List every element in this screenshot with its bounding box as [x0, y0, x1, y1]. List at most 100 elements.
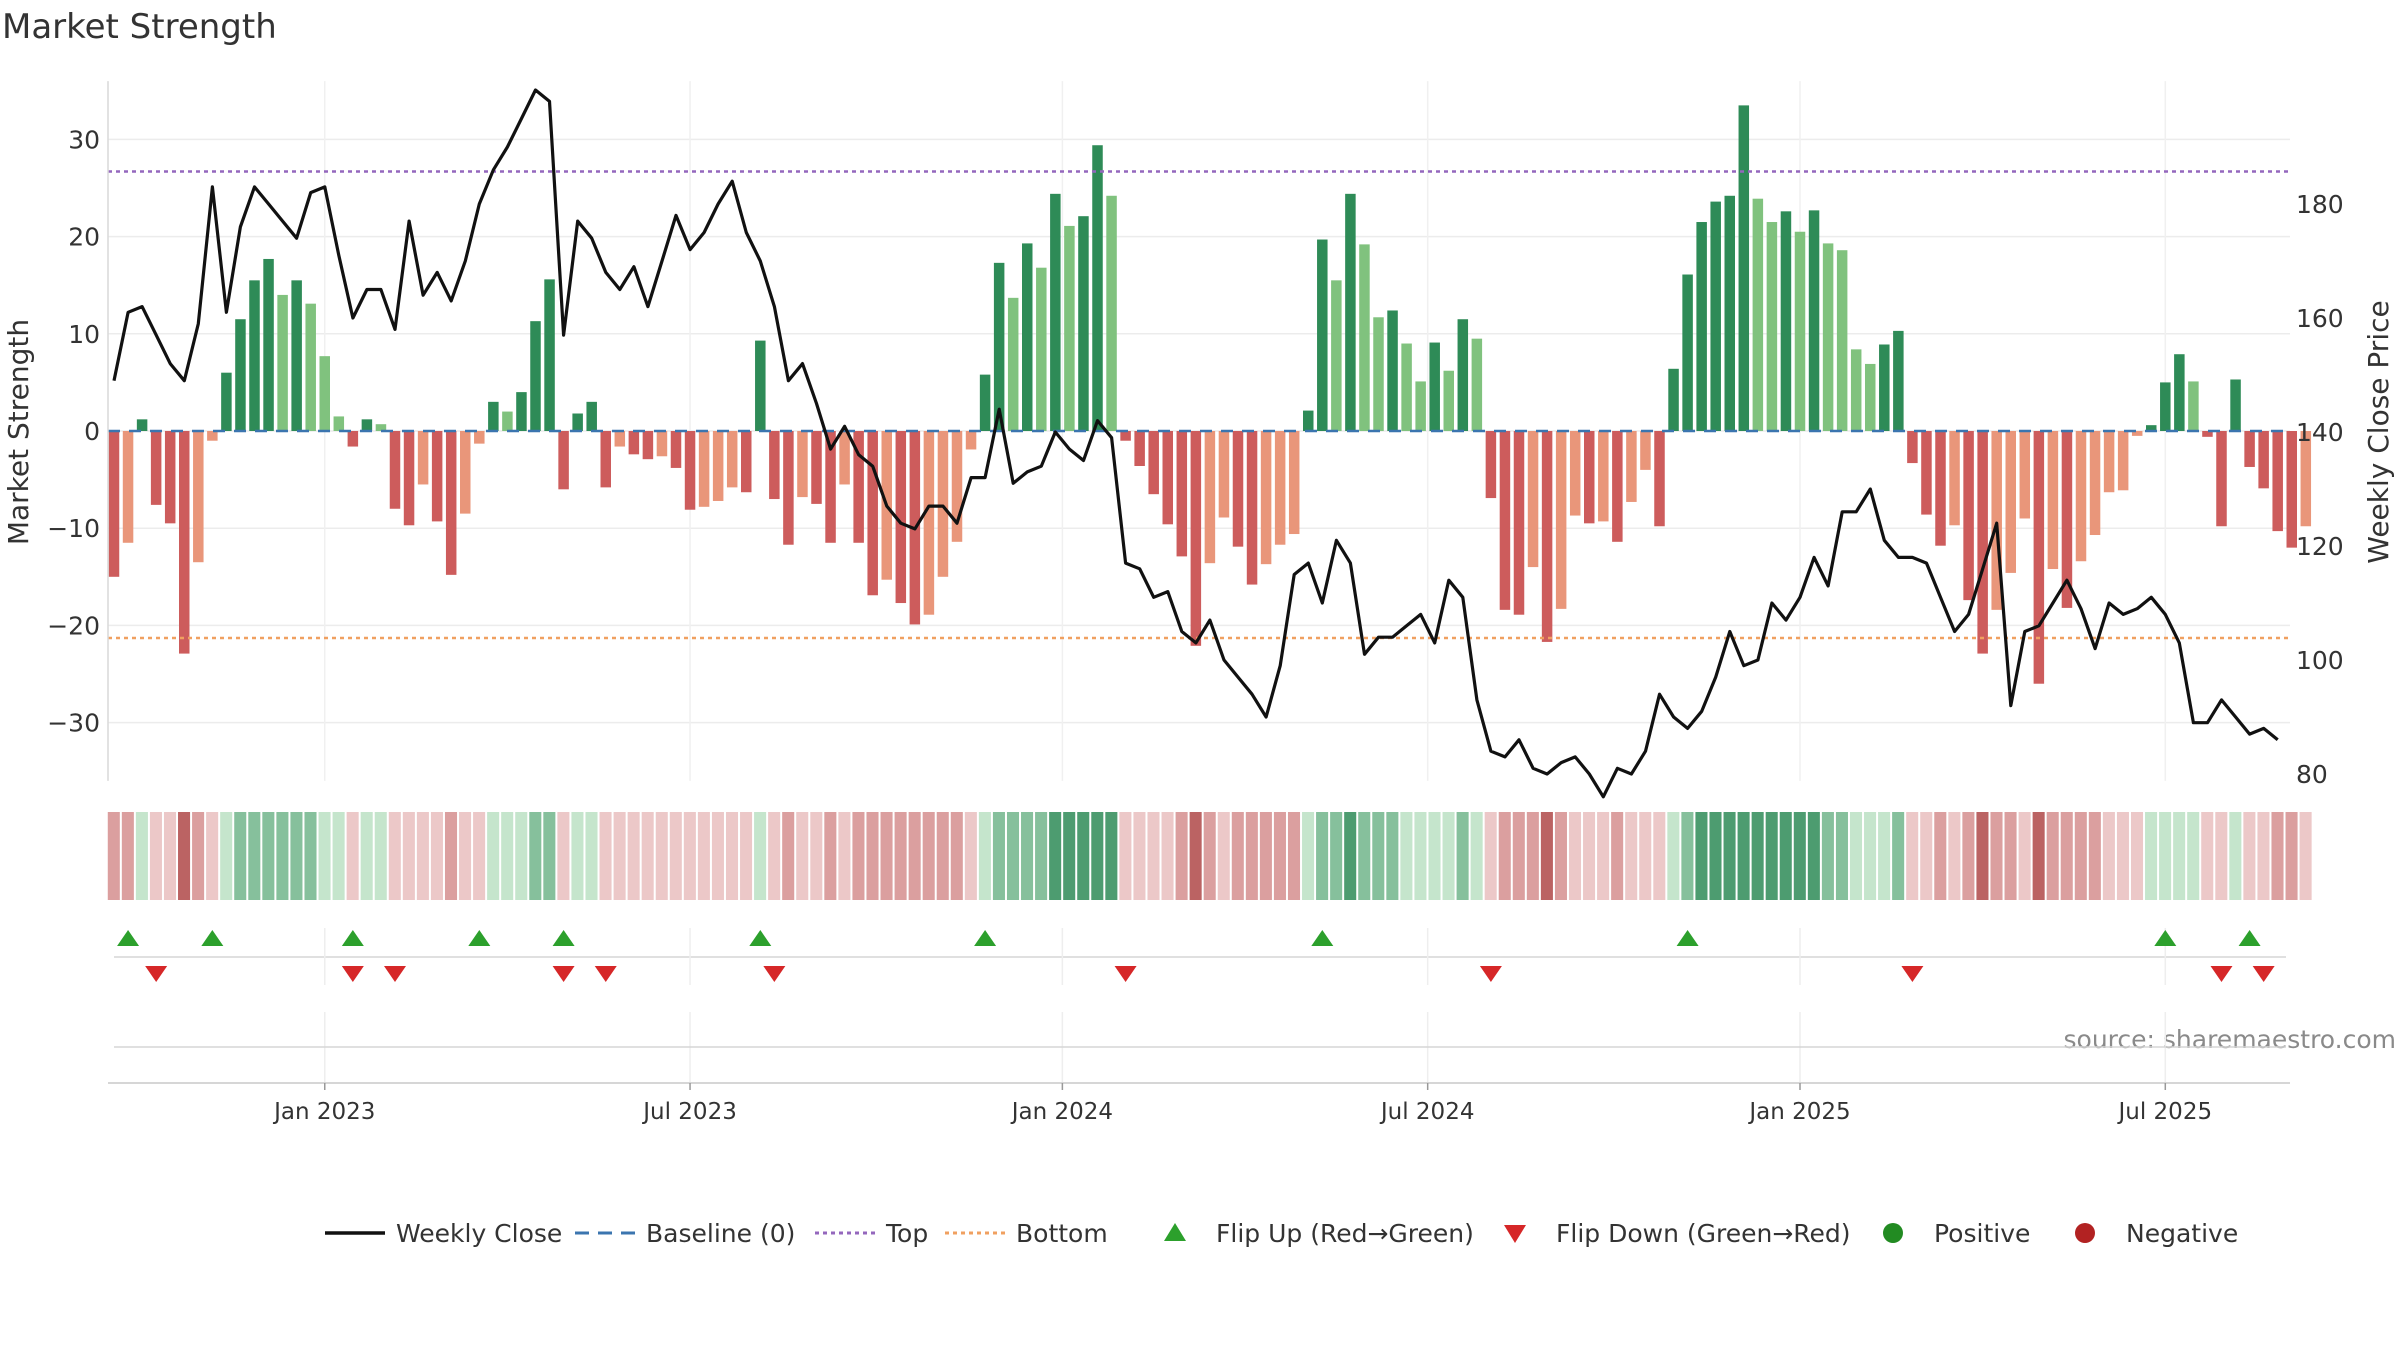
regime-cell [571, 812, 584, 900]
regime-cell [711, 812, 724, 900]
legend-label: Bottom [1016, 1219, 1108, 1248]
regime-cell [2173, 812, 2186, 900]
regime-cell [824, 812, 837, 900]
regime-cell [1273, 812, 1286, 900]
regime-cell [192, 812, 205, 900]
regime-cell [599, 812, 612, 900]
strength-bar [1373, 317, 1384, 431]
strength-bar [235, 319, 246, 431]
strength-bar [1794, 231, 1806, 431]
regime-cell [388, 812, 401, 900]
strength-bar [1317, 239, 1328, 431]
regime-cell [1751, 812, 1764, 900]
flip-down-marker [763, 966, 786, 982]
regime-cell [444, 812, 458, 900]
regime-cell [234, 812, 247, 900]
regime-cell [768, 812, 781, 900]
regime-cell [2201, 812, 2214, 900]
regime-cell [1316, 812, 1329, 900]
regime-cell [1990, 812, 2003, 900]
strength-bar [1738, 105, 1750, 431]
strength-bar [193, 431, 204, 563]
regime-cell [1428, 812, 1441, 900]
strength-bar [389, 431, 401, 509]
strength-bar [431, 431, 443, 522]
strength-bar [2174, 354, 2185, 431]
strength-bar [2033, 431, 2045, 684]
x-tick-label: Jan 2024 [1010, 1099, 1113, 1125]
strength-bar [1513, 431, 1525, 615]
regime-cell [2285, 812, 2298, 900]
strength-bar [1668, 368, 1679, 431]
regime-cell [782, 812, 795, 900]
regime-cell [220, 812, 233, 900]
strength-bar [600, 431, 611, 488]
strength-bar [1879, 344, 1890, 431]
flip-up-marker [1311, 930, 1334, 946]
strength-bar [2061, 431, 2073, 608]
flip-up-marker [974, 930, 997, 946]
strength-bar [1907, 431, 1918, 464]
y-tick-label-right: 140 [2296, 418, 2344, 447]
legend-label: Flip Down (Green→Red) [1556, 1219, 1851, 1248]
regime-cell [1765, 812, 1778, 900]
strength-bar [853, 431, 864, 543]
regime-cell [2159, 812, 2172, 900]
strength-bar [1836, 250, 1848, 431]
regime-cell [529, 812, 542, 900]
y-tick-label-left: 0 [84, 417, 100, 446]
regime-cell [1077, 812, 1090, 900]
strength-bar [2244, 431, 2255, 467]
y-axis-label-right: Weekly Close Price [2362, 300, 2395, 563]
strength-bar [1218, 431, 1230, 518]
strength-bar [628, 431, 640, 455]
flip-up-marker [749, 930, 772, 946]
regime-cell [1512, 812, 1525, 900]
regime-cell [206, 812, 219, 900]
x-axis: Jan 2023 Jul 2023 Jan 2024 Jul 2024 Jan 2025… [108, 1012, 2290, 1125]
regime-cell [1344, 812, 1357, 900]
regime-cell [1231, 812, 1244, 900]
regime-cell [655, 812, 668, 900]
strength-bar [1134, 431, 1145, 466]
regime-cell [262, 812, 275, 900]
regime-cell [683, 812, 696, 900]
flip-up-marker [341, 930, 364, 946]
regime-cell [1302, 812, 1315, 900]
regime-cell [473, 812, 486, 900]
strength-bar [2117, 431, 2129, 491]
y-tick-label-left: 20 [68, 223, 100, 252]
strength-bar [1022, 243, 1033, 431]
strength-bar [319, 356, 330, 431]
strength-bar [951, 431, 963, 542]
strength-bar [150, 431, 162, 505]
strength-bar [2146, 425, 2157, 431]
regime-cell [1372, 812, 1385, 900]
strength-bar [2005, 431, 2016, 573]
strength-bar [530, 321, 541, 431]
regime-cell [2243, 812, 2256, 900]
regime-cell [487, 812, 500, 900]
x-tick-label: Jul 2024 [1379, 1099, 1475, 1125]
regime-cell [1091, 812, 1104, 900]
strength-bar [1555, 431, 1567, 609]
regime-cell [1400, 812, 1413, 900]
strength-bar [2230, 379, 2241, 431]
regime-cell [866, 812, 879, 900]
legend-label: Baseline (0) [646, 1219, 795, 1248]
strength-bar [769, 431, 780, 500]
flip-up-marker [2238, 930, 2261, 946]
strength-bar [1106, 195, 1117, 431]
regime-cell [796, 812, 809, 900]
strength-bar [1865, 363, 1876, 431]
strength-bar [488, 401, 499, 431]
y-tick-label-left: −20 [47, 611, 100, 640]
strength-bar [207, 431, 218, 441]
regime-cell [1189, 812, 1202, 900]
regime-cell [1540, 812, 1553, 900]
strength-bar [1654, 431, 1665, 527]
strength-bar [2216, 431, 2227, 527]
strength-bar [375, 424, 387, 431]
